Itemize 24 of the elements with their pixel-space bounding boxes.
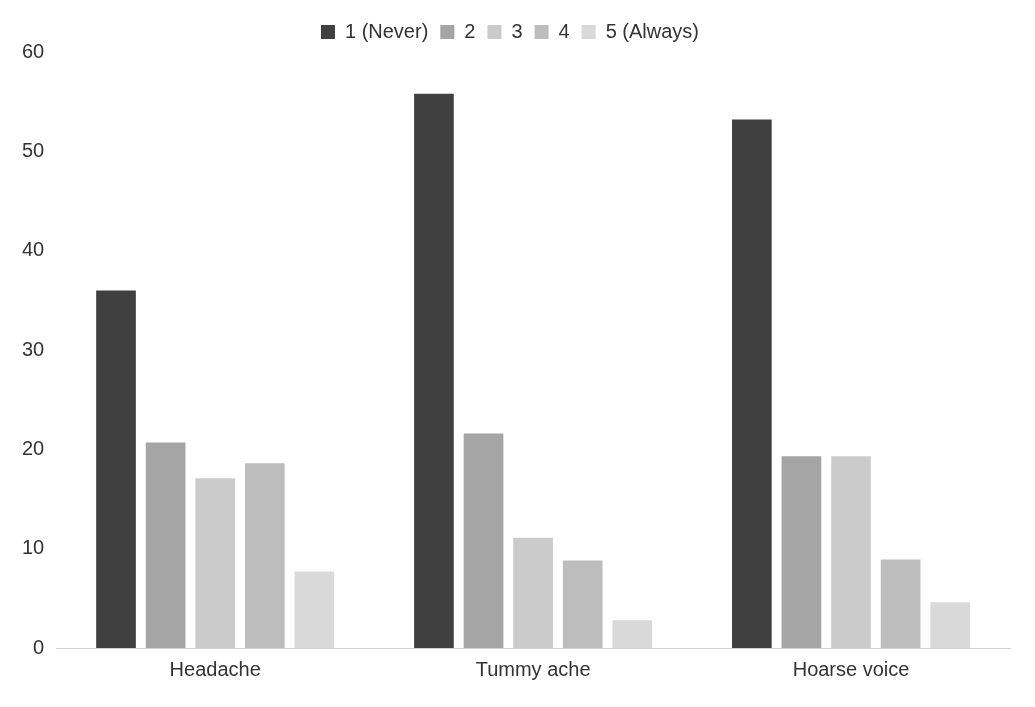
y-tick-label: 10 <box>22 536 45 559</box>
x-tick-label: Headache <box>169 657 261 680</box>
bar <box>880 559 921 648</box>
legend-label: 2 <box>464 19 476 42</box>
x-tick-label: Hoarse voice <box>792 657 910 680</box>
bar <box>414 93 454 648</box>
y-tick-label: 40 <box>22 238 45 261</box>
legend-label: 5 (Always) <box>605 19 700 42</box>
bar <box>96 290 136 648</box>
y-tick-label: 50 <box>22 138 45 161</box>
bar <box>145 442 186 648</box>
legend-label: 3 <box>511 19 523 42</box>
bar <box>732 119 772 648</box>
y-tick-label: 30 <box>22 337 45 360</box>
bar <box>244 463 285 648</box>
bar <box>562 560 603 648</box>
x-tick-label: Tummy ache <box>475 657 591 680</box>
legend-label: 1 (Never) <box>344 19 429 42</box>
y-tick-label: 20 <box>22 436 45 459</box>
y-tick-label: 0 <box>33 635 45 658</box>
bar <box>463 433 504 648</box>
y-tick-label: 60 <box>22 39 45 62</box>
legend-label: 4 <box>558 19 570 42</box>
bar <box>781 456 822 648</box>
